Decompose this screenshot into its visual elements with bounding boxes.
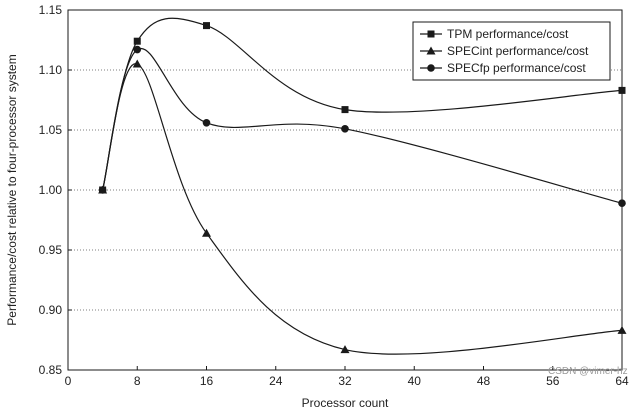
x-tick-label: 64 bbox=[615, 374, 629, 388]
legend-marker-triangle bbox=[426, 46, 436, 55]
y-tick-label: 0.90 bbox=[39, 303, 63, 317]
y-axis-label: Performance/cost relative to four-proces… bbox=[5, 54, 19, 325]
x-tick-label: 16 bbox=[200, 374, 214, 388]
data-point-triangle bbox=[202, 228, 211, 237]
data-point-square bbox=[618, 86, 626, 94]
legend-entry: SPECint performance/cost bbox=[420, 44, 589, 58]
x-tick-label: 32 bbox=[338, 374, 352, 388]
grid bbox=[68, 69, 622, 311]
series bbox=[98, 17, 627, 355]
data-point-circle bbox=[98, 186, 107, 194]
data-point-circle bbox=[618, 199, 626, 207]
x-axis-ticks: 0 8 16 24 32 40 48 56 64 bbox=[65, 366, 629, 388]
data-point-triangle bbox=[340, 345, 350, 354]
data-point-circle bbox=[341, 125, 349, 133]
y-axis-ticks: 0.85 0.90 0.95 1.00 1.05 1.10 1.15 bbox=[39, 3, 72, 377]
legend-entry: TPM performance/cost bbox=[420, 27, 569, 41]
data-point-square bbox=[341, 106, 349, 114]
legend-entry: SPECfp performance/cost bbox=[420, 61, 586, 75]
x-tick-label: 0 bbox=[65, 374, 72, 388]
legend-marker-square bbox=[427, 30, 435, 38]
x-tick-label: 48 bbox=[477, 374, 491, 388]
legend: TPM performance/cost SPECint performance/… bbox=[412, 21, 611, 81]
data-point-square bbox=[203, 22, 210, 30]
x-tick-label: 8 bbox=[134, 374, 141, 388]
legend-label: TPM performance/cost bbox=[447, 27, 569, 41]
y-tick-label: 1.15 bbox=[39, 3, 63, 17]
legend-label: SPECint performance/cost bbox=[447, 44, 589, 58]
legend-marker-circle bbox=[427, 64, 435, 72]
x-tick-label: 56 bbox=[546, 374, 560, 388]
data-point-triangle bbox=[132, 59, 142, 68]
y-tick-label: 0.85 bbox=[39, 363, 63, 377]
watermark: CSDN @vimer-hz bbox=[548, 366, 628, 377]
data-point-triangle bbox=[617, 325, 627, 334]
y-tick-label: 1.00 bbox=[39, 183, 63, 197]
legend-box bbox=[412, 21, 611, 81]
y-tick-label: 1.05 bbox=[39, 123, 63, 137]
x-axis-label: Processor count bbox=[302, 396, 389, 410]
series-circle bbox=[98, 45, 626, 207]
y-tick-label: 0.95 bbox=[39, 243, 63, 257]
data-point-square bbox=[133, 37, 141, 45]
y-tick-label: 1.10 bbox=[39, 63, 63, 77]
x-tick-label: 24 bbox=[269, 374, 283, 388]
series-line-circle bbox=[102, 47, 623, 204]
x-tick-label: 40 bbox=[408, 374, 422, 388]
data-point-circle bbox=[133, 45, 142, 54]
series-line-triangle bbox=[102, 63, 623, 355]
data-point-circle bbox=[202, 119, 211, 127]
legend-label: SPECfp performance/cost bbox=[447, 61, 586, 75]
